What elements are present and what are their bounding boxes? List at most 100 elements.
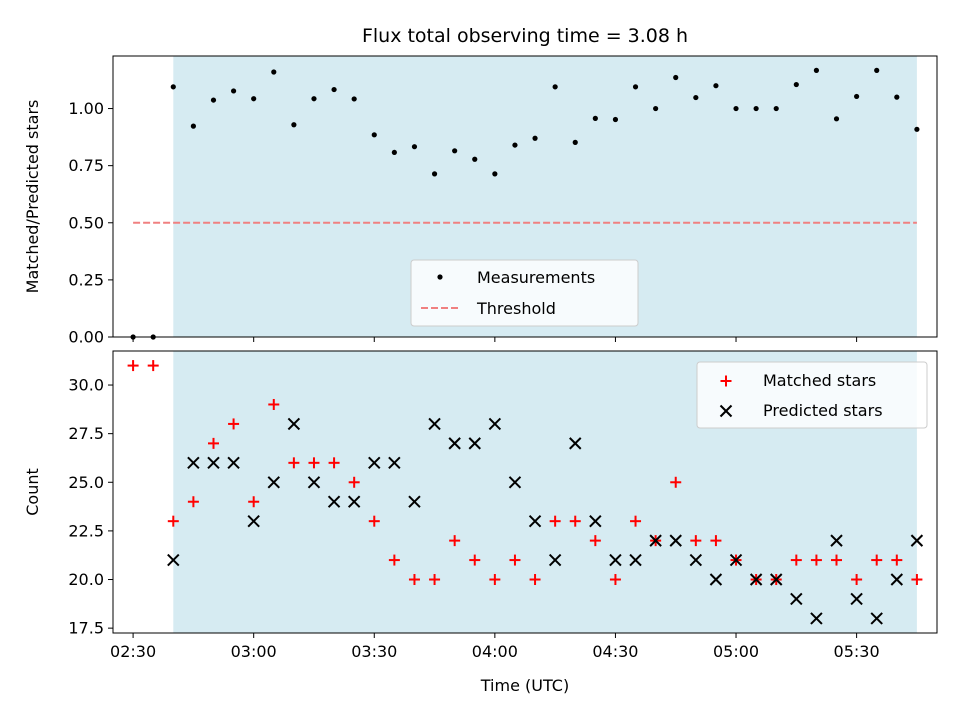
top-panel: 0.00 0.25 0.50 0.75 1.00 Flux total observin… <box>23 25 938 347</box>
predicted-star-point <box>870 612 883 625</box>
matched-star-point <box>288 457 300 469</box>
predicted-star-point <box>790 592 803 606</box>
matched-star-point <box>911 574 923 586</box>
x-tick-label: 05:00 <box>713 642 759 661</box>
matched-star-point <box>871 554 883 566</box>
x-tick-label: 03:00 <box>231 642 277 661</box>
predicted-star-point <box>388 456 401 470</box>
matched-star-point <box>790 554 802 566</box>
x-stroke <box>368 456 381 470</box>
measurement-point <box>391 149 397 156</box>
x-stroke <box>167 553 180 567</box>
bottom-y-tick-label: 25.0 <box>68 473 104 492</box>
matched-star-point <box>308 457 320 469</box>
x-stroke <box>609 553 622 567</box>
measurement-point <box>452 148 458 154</box>
predicted-star-point <box>850 592 863 606</box>
top-y-tick-label: 1.00 <box>68 99 104 118</box>
measurement-point <box>291 122 297 128</box>
measurement-point <box>773 105 779 112</box>
top-axes-frame <box>112 55 938 338</box>
measurement-point <box>532 135 538 141</box>
measurement-point <box>693 94 699 101</box>
legend-label-measurements: Measurements <box>477 268 595 287</box>
x-tick-label: 04:30 <box>592 642 638 661</box>
predicted-star-point <box>910 534 924 547</box>
measurement-point <box>552 84 558 90</box>
x-stroke <box>830 534 843 547</box>
matched-star-point <box>589 535 601 547</box>
matched-star-point <box>489 574 501 586</box>
measurement-point <box>673 74 679 81</box>
predicted-star-point <box>488 417 502 431</box>
predicted-star-point <box>709 573 723 586</box>
predicted-star-point <box>589 514 602 528</box>
measurement-point <box>592 115 598 121</box>
matched-star-point <box>388 554 400 566</box>
x-stroke <box>629 553 642 567</box>
bottom-y-axis-label: Count <box>23 468 42 516</box>
predicted-star-point <box>247 514 260 528</box>
matched-star-point <box>549 515 561 527</box>
predicted-star-point <box>167 553 180 567</box>
predicted-star-point <box>287 417 301 431</box>
matched-star-point <box>147 360 159 372</box>
measurement-point <box>612 116 619 123</box>
measurement-point <box>170 84 176 90</box>
x-stroke <box>689 553 703 567</box>
x-stroke <box>770 573 783 586</box>
matched-star-point <box>187 496 199 508</box>
top-y-tick-label: 0.25 <box>68 270 104 289</box>
measurement-point <box>351 96 357 102</box>
measurement-point <box>733 105 739 112</box>
matched-star-point <box>509 554 521 566</box>
top-y-axis-label: Matched/Predicted stars <box>23 100 42 294</box>
predicted-star-point <box>629 553 642 567</box>
x-stroke <box>327 495 341 508</box>
predicted-star-point <box>267 476 280 489</box>
measurement-point <box>713 83 719 89</box>
x-stroke <box>448 437 461 450</box>
legend-label-matched-stars: Matched stars <box>763 371 876 390</box>
x-stroke <box>468 437 481 450</box>
predicted-star-point <box>569 437 582 450</box>
x-stroke <box>247 514 260 528</box>
x-tick-label: 03:30 <box>351 642 397 661</box>
measurement-point <box>813 67 820 73</box>
matched-star-point <box>207 437 219 449</box>
measurement-point <box>371 132 377 138</box>
x-stroke <box>287 417 301 431</box>
matched-star-point <box>690 535 702 547</box>
legend-plus-marker <box>720 375 732 387</box>
x-stroke <box>267 476 280 489</box>
predicted-star-point <box>689 553 703 567</box>
bottom-y-tick-label: 27.5 <box>68 424 104 443</box>
bottom-y-tick-label: 30.0 <box>68 376 104 395</box>
x-stroke <box>649 534 662 547</box>
matched-star-point <box>810 554 822 566</box>
predicted-star-point <box>448 437 461 450</box>
predicted-star-point <box>890 573 904 586</box>
bottom-y-tick-label: 20.0 <box>68 570 104 589</box>
bottom-panel: 17.5 20.0 22.5 25.0 27.5 30.0 02:30 03:00 03:30 0… <box>23 350 938 695</box>
x-tick-label: 05:30 <box>834 642 880 661</box>
matched-star-point <box>268 398 280 410</box>
bottom-legend-box <box>696 361 928 429</box>
measurement-point <box>492 171 498 177</box>
x-stroke <box>569 437 582 450</box>
measurement-point <box>793 81 799 88</box>
predicted-star-point <box>508 476 522 489</box>
measurement-point <box>230 88 237 94</box>
predicted-star-point <box>830 534 843 547</box>
bottom-legend: Matched stars Predicted stars <box>696 361 928 429</box>
legend-label-predicted-stars: Predicted stars <box>763 401 883 420</box>
bottom-axes-frame <box>112 350 938 634</box>
predicted-star-point <box>368 456 381 470</box>
matched-star-point <box>348 476 360 488</box>
matched-star-point <box>630 515 642 527</box>
x-stroke <box>749 573 763 586</box>
x-stroke <box>187 456 200 470</box>
predicted-star-point <box>327 495 341 508</box>
x-stroke <box>428 417 441 431</box>
x-stroke <box>719 404 733 418</box>
